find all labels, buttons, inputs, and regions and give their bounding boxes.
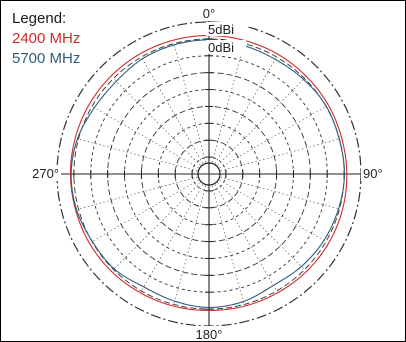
angle-label-90: 90° <box>363 166 383 181</box>
grid-spoke <box>78 176 198 210</box>
grid-spoke <box>173 43 207 163</box>
legend: Legend: 2400 MHz 5700 MHz <box>12 9 80 69</box>
grid-spoke <box>141 56 204 164</box>
ring-label-5dbi: 5dBi <box>208 22 234 37</box>
grid-spoke <box>217 182 305 270</box>
angle-label-180: 180° <box>196 327 223 342</box>
grid-spoke <box>173 185 207 305</box>
grid-spoke <box>91 179 199 242</box>
grid-spoke <box>220 176 340 210</box>
series-line-0 <box>69 34 348 312</box>
axis-labels: 0° 5dBi 0dBi 90° 270° 180° <box>25 6 393 342</box>
grid-spoke <box>91 106 199 169</box>
grid-spoke <box>141 184 204 292</box>
angle-label-270: 270° <box>32 166 59 181</box>
label-bg-0 <box>197 7 221 21</box>
grid-spoke <box>211 185 245 305</box>
legend-entry-2400: 2400 MHz <box>12 30 81 47</box>
label-bg-270 <box>25 165 61 181</box>
legend-title: Legend: <box>12 10 67 27</box>
label-bg-5dbi <box>206 22 246 36</box>
grid-spoke <box>220 138 340 172</box>
grid-spoke <box>214 184 277 292</box>
series-layer <box>69 34 348 312</box>
label-bg-180 <box>191 326 227 341</box>
grid-spoke <box>113 182 201 270</box>
grid-spoke <box>219 106 327 169</box>
legend-entry-5700: 5700 MHz <box>12 50 81 67</box>
grid-spoke <box>113 78 201 166</box>
series-line-1 <box>70 39 346 308</box>
angle-label-0: 0° <box>203 6 215 21</box>
grid-spoke <box>211 43 245 163</box>
grid-spoke <box>217 78 305 166</box>
polar-grid <box>55 20 363 328</box>
grid-spoke <box>78 138 198 172</box>
grid-spoke <box>219 179 327 242</box>
label-bg-90 <box>361 165 393 181</box>
ring-label-0dbi: 0dBi <box>208 40 234 55</box>
label-bg-0dbi <box>206 40 246 54</box>
grid-spoke <box>214 56 277 164</box>
